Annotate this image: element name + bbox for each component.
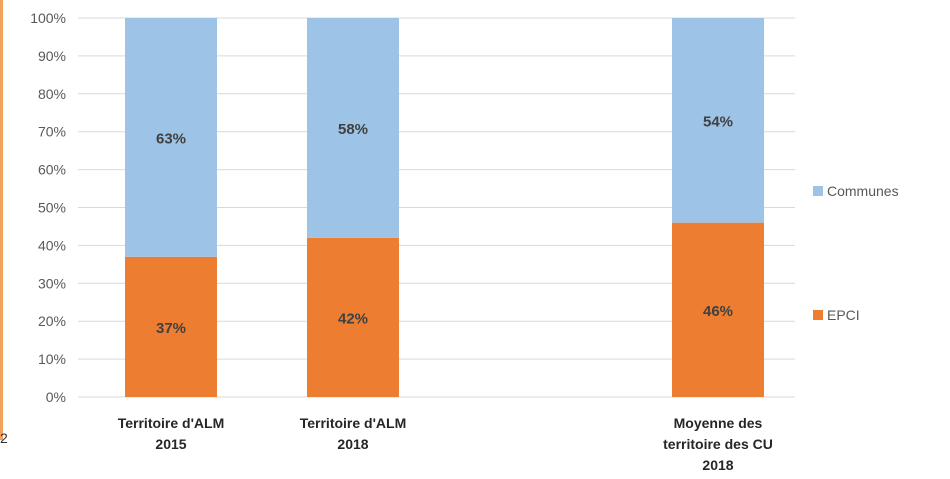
data-label: 54% bbox=[703, 113, 733, 130]
y-tick-label: 0% bbox=[46, 389, 66, 405]
legend-label-communes: Communes bbox=[827, 183, 899, 199]
x-category-label: 2018 bbox=[337, 436, 368, 452]
y-tick-label: 30% bbox=[38, 275, 66, 291]
legend-label-epci: EPCI bbox=[827, 307, 860, 323]
data-label: 42% bbox=[338, 310, 368, 327]
y-tick-label: 60% bbox=[38, 162, 66, 178]
x-category-label: territoire des CU bbox=[663, 436, 773, 452]
y-tick-label: 50% bbox=[38, 200, 66, 216]
data-label: 58% bbox=[338, 121, 368, 138]
legend-swatch-epci bbox=[813, 310, 823, 320]
bar-segment-communes bbox=[672, 18, 764, 223]
data-label: 46% bbox=[703, 303, 733, 320]
bar-segment-epci bbox=[672, 222, 764, 397]
bar-segment-communes bbox=[125, 18, 217, 257]
x-category-label: Territoire d'ALM bbox=[300, 415, 407, 431]
y-tick-label: 90% bbox=[38, 48, 66, 64]
corner-glyph: 2 bbox=[0, 430, 8, 446]
data-label: 37% bbox=[156, 320, 186, 337]
x-category-label: Territoire d'ALM bbox=[118, 415, 225, 431]
bar-segment-communes bbox=[307, 18, 399, 238]
x-category-label: Moyenne des bbox=[674, 415, 763, 431]
x-category-label: 2015 bbox=[155, 436, 186, 452]
left-edge-strip bbox=[0, 0, 3, 440]
x-category-label: 2018 bbox=[702, 457, 733, 473]
y-tick-label: 100% bbox=[30, 10, 66, 26]
legend-swatch-communes bbox=[813, 186, 823, 196]
y-tick-label: 40% bbox=[38, 237, 66, 253]
y-tick-label: 80% bbox=[38, 86, 66, 102]
y-tick-label: 20% bbox=[38, 313, 66, 329]
data-label: 63% bbox=[156, 130, 186, 147]
bar-segment-epci bbox=[307, 237, 399, 397]
bar-segment-epci bbox=[125, 256, 217, 397]
y-tick-label: 10% bbox=[38, 351, 66, 367]
y-tick-label: 70% bbox=[38, 124, 66, 140]
